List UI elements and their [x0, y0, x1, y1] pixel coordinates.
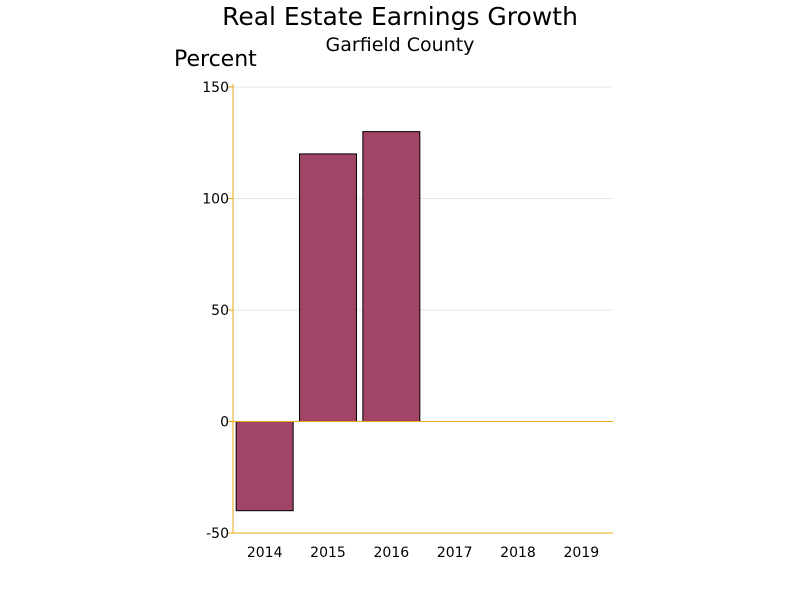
y-tick-label: 100 — [202, 192, 229, 208]
x-tick-label: 2014 — [247, 545, 283, 561]
y-axis-label: Percent — [174, 47, 257, 72]
chart-subtitle: Garfield County — [325, 34, 475, 56]
x-tick-label: 2017 — [437, 545, 473, 561]
x-tick-label: 2015 — [310, 545, 346, 561]
y-tick-label: 150 — [202, 80, 229, 96]
x-tick-label: 2018 — [500, 545, 536, 561]
bar-2014[interactable] — [235, 421, 294, 512]
x-tick-label: 2016 — [374, 545, 410, 561]
y-tick-label: 0 — [220, 415, 229, 431]
x-tick-label: 2019 — [564, 545, 600, 561]
y-tick-label: -50 — [206, 526, 229, 542]
bar-2015[interactable] — [299, 153, 357, 422]
bar-2016[interactable] — [362, 131, 421, 422]
y-tick-label: 50 — [211, 303, 229, 319]
chart-title: Real Estate Earnings Growth — [222, 2, 578, 31]
